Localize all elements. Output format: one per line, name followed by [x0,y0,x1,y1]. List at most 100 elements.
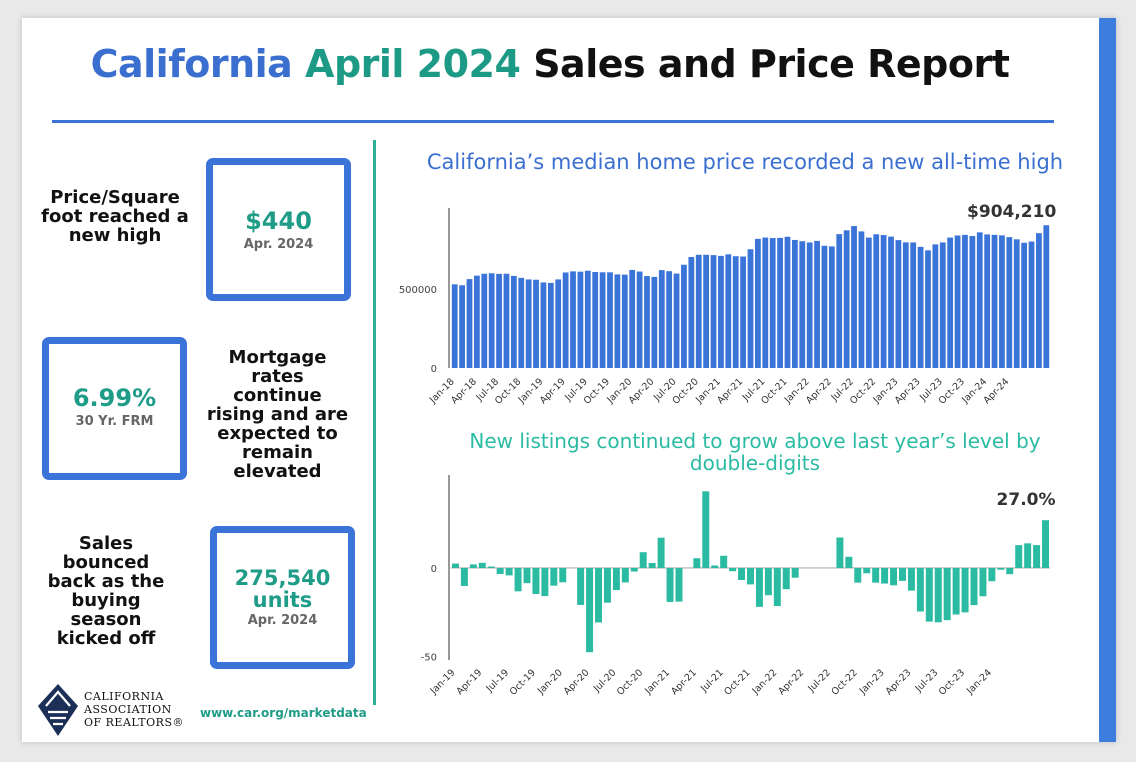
data-bar [814,240,820,368]
x-tick-label: Apr-19 [454,667,484,697]
data-bar [997,567,1005,570]
report-title: California April 2024 Sales and Price Re… [0,42,1100,86]
data-bar [510,275,517,368]
accent-bar [1099,18,1116,742]
data-bar [503,273,510,368]
data-bar [459,285,465,368]
listings-chart-title: New listings continued to grow above las… [469,429,1041,475]
data-bar [1043,225,1050,368]
data-bar [540,282,547,368]
data-bar [488,273,495,368]
x-tick-label: Apr-23 [884,667,914,697]
x-tick-label: Oct-20 [615,667,645,697]
x-tick-label: Jul-23 [913,667,941,695]
data-bar [747,249,754,368]
data-bar [547,282,554,368]
x-tick-label: Oct-23 [937,667,967,697]
x-tick-label: Jan-19 [428,667,458,697]
data-bar [1021,242,1027,368]
data-bar [729,567,737,572]
x-tick-label: Jul-20 [591,667,619,695]
data-bar [784,236,791,368]
x-tick-label: Apr-18 [449,376,479,406]
data-bar [858,231,865,368]
data-bar [586,567,594,653]
data-bar [943,567,951,621]
data-bar [1006,237,1013,368]
data-bar [657,537,665,568]
data-bar [773,567,781,607]
data-bar [514,567,522,592]
data-bar [639,552,647,568]
data-bar [532,567,540,594]
data-bar [782,567,790,590]
data-bar [854,567,862,583]
data-bar [612,567,620,591]
price-sqft-date: Apr. 2024 [243,237,314,252]
data-bar [865,237,872,368]
x-tick-label: Jul-22 [806,667,834,695]
data-bar [474,275,480,368]
price-chart-title: California’s median home price recorded … [426,150,1064,174]
data-bar [592,272,599,368]
data-bar [1036,233,1042,368]
x-tick-label: Apr-22 [804,376,834,406]
data-bar [525,279,532,368]
data-bar [478,562,486,568]
data-bar [880,235,887,368]
header-divider [52,120,1054,123]
x-tick-label: Oct-21 [722,667,752,697]
data-bar [747,567,754,585]
data-bar [603,567,611,603]
data-bar [710,255,717,368]
data-bar [764,567,772,596]
data-bar [976,232,983,368]
data-bar [629,269,636,368]
data-bar [607,272,613,368]
data-bar [584,270,591,368]
data-bar [688,257,695,368]
data-bar [533,279,539,368]
x-tick-label: Jul-19 [484,667,512,695]
data-bar [550,567,558,586]
data-bar [636,271,643,368]
data-bar [991,234,998,368]
data-bar [577,271,584,368]
data-bar [979,567,987,597]
x-tick-label: Jan-23 [857,667,887,697]
data-bar [518,277,525,368]
data-bar [675,567,683,602]
x-tick-label: Oct-19 [508,667,538,697]
y-tick-label: 0 [431,364,437,375]
data-bar [939,242,946,368]
x-tick-label: Jan-20 [535,667,565,697]
data-bar [570,271,576,368]
sales-date: Apr. 2024 [247,613,318,628]
data-bar [907,567,915,591]
data-bar [621,567,629,583]
data-bar [451,284,458,368]
data-bar [806,242,813,368]
data-bar [460,567,468,587]
data-bar [777,237,783,368]
data-bar [1024,543,1032,568]
data-bar [681,264,687,368]
data-bar [791,567,799,578]
x-tick-label: Apr-23 [893,376,923,406]
data-bar [541,567,549,597]
data-bar [658,270,665,368]
title-rest: Sales and Price Report [533,42,1010,86]
data-bar [917,246,924,368]
data-bar [888,236,894,368]
data-bar [487,566,495,568]
data-bar [718,255,724,368]
data-bar [925,250,931,368]
data-bar [1013,239,1020,368]
x-tick-label: Apr-21 [669,667,699,697]
data-bar [845,556,853,568]
data-bar [843,230,850,368]
latest-value-label: $904,210 [967,202,1056,222]
market-data-link[interactable]: www.car.org/marketdata [200,706,367,720]
data-bar [1033,545,1041,568]
car-logo-text: CALIFORNIA ASSOCIATION OF REALTORS® [84,690,184,729]
